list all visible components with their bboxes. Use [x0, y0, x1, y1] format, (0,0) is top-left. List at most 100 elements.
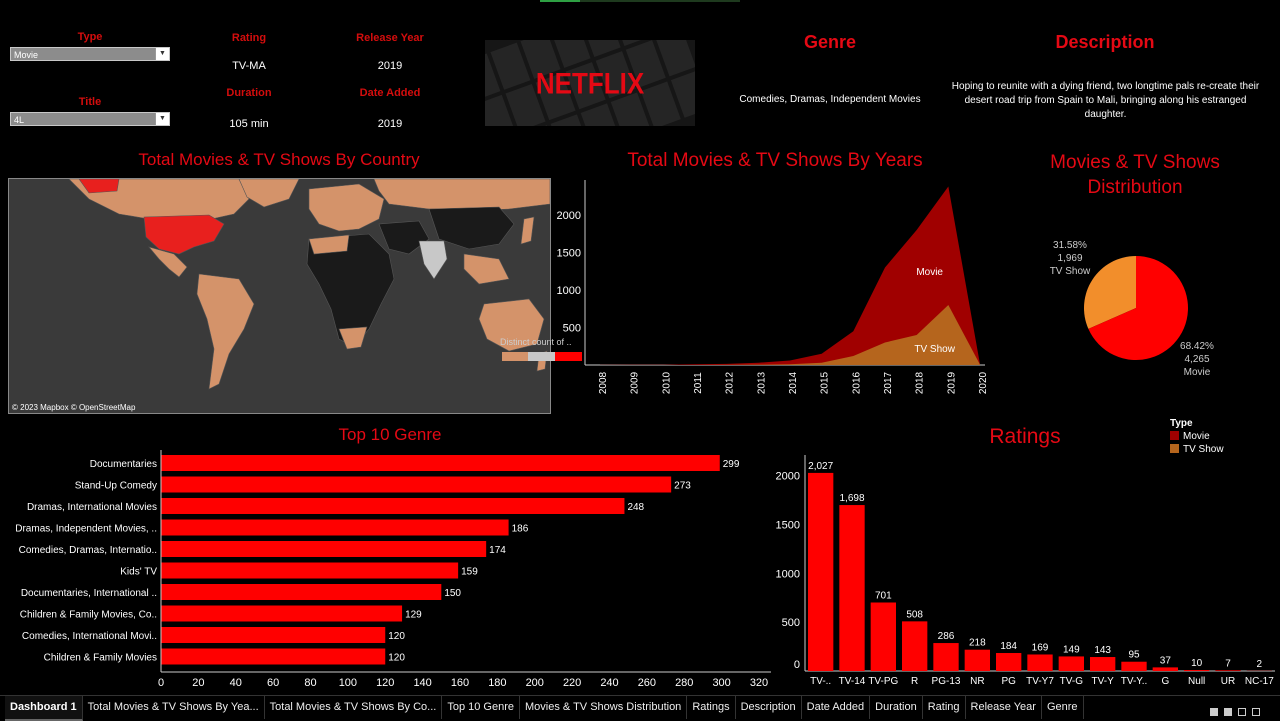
genre-bar[interactable]: [161, 477, 671, 493]
present-icon[interactable]: [1224, 708, 1232, 716]
ratings-bar[interactable]: [1121, 662, 1146, 671]
ratings-bar[interactable]: [808, 473, 833, 671]
ratings-chart[interactable]: 05001000150020002,027TV-..1,698TV-14701T…: [770, 455, 1280, 690]
pie-movie-count: 4,265: [1172, 353, 1222, 366]
ratings-bar[interactable]: [996, 653, 1021, 671]
release-year-value: 2019: [330, 60, 450, 72]
grid-view-icon[interactable]: [1210, 708, 1218, 716]
genre-x-tick: 300: [712, 677, 730, 689]
tab-7[interactable]: Date Added: [802, 696, 871, 719]
genre-bar[interactable]: [161, 498, 624, 514]
genre-bar[interactable]: [161, 627, 385, 643]
ratings-bar-value: 169: [1032, 642, 1049, 653]
chevron-down-icon[interactable]: ▼: [155, 113, 169, 125]
title-filter-label: Title: [10, 96, 170, 108]
world-map[interactable]: [9, 179, 550, 413]
genre-x-tick: 160: [451, 677, 469, 689]
title-filter-dropdown[interactable]: 4L ▼: [10, 112, 170, 126]
years-chart-title: Total Movies & TV Shows By Years: [600, 150, 950, 172]
tab-8[interactable]: Duration: [870, 696, 923, 719]
tab-1[interactable]: Total Movies & TV Shows By Yea...: [83, 696, 265, 719]
ratings-bar[interactable]: [902, 621, 927, 671]
ratings-bar[interactable]: [1090, 657, 1115, 671]
y-tick-label: 1000: [557, 285, 581, 297]
ratings-title: Ratings: [950, 425, 1100, 449]
fit-icon[interactable]: [1252, 708, 1260, 716]
release-year-label: Release Year: [330, 32, 450, 44]
map-south-america: [197, 274, 254, 389]
tab-3[interactable]: Top 10 Genre: [442, 696, 520, 719]
pie-movie-pct: 68.42%: [1172, 340, 1222, 353]
genre-bar[interactable]: [161, 520, 509, 536]
tab-10[interactable]: Release Year: [966, 696, 1042, 719]
legend-swatch-movie: [1170, 431, 1179, 440]
genre-bar[interactable]: [161, 584, 441, 600]
genre-bar-value: 129: [405, 610, 422, 621]
type-filter-dropdown[interactable]: Movie ▼: [10, 47, 170, 61]
ratings-bar[interactable]: [1027, 654, 1052, 671]
genre-bar[interactable]: [161, 541, 486, 557]
x-tick-label: 2012: [725, 371, 736, 394]
genre-bar[interactable]: [161, 606, 402, 622]
ratings-bar-value: 95: [1128, 650, 1140, 661]
y-tick-label: 1500: [557, 248, 581, 260]
tab-11[interactable]: Genre: [1042, 696, 1084, 719]
ratings-bar[interactable]: [1184, 670, 1209, 671]
tile-view-icon[interactable]: [1238, 708, 1246, 716]
ratings-bar-value: 286: [938, 631, 955, 642]
map-south-africa: [339, 327, 367, 349]
chevron-down-icon[interactable]: ▼: [155, 48, 169, 60]
type-legend-movie[interactable]: Movie: [1170, 431, 1260, 442]
ratings-bar[interactable]: [965, 650, 990, 671]
ratings-x-tick: NR: [970, 676, 984, 687]
type-legend-tv[interactable]: TV Show: [1170, 444, 1260, 455]
top-scroll-thumb[interactable]: [540, 0, 580, 2]
genre-x-tick: 320: [750, 677, 768, 689]
distribution-title-line1: Movies & TV Shows: [1020, 150, 1250, 175]
pie-label-tv: 31.58% 1,969 TV Show: [1045, 239, 1095, 278]
genre-x-tick: 180: [488, 677, 506, 689]
duration-label: Duration: [199, 87, 299, 99]
genre-bar[interactable]: [161, 649, 385, 665]
tab-9[interactable]: Rating: [923, 696, 966, 719]
map-greenland: [239, 179, 299, 207]
ratings-y-tick: 1000: [776, 568, 800, 580]
tab-2[interactable]: Total Movies & TV Shows By Co...: [265, 696, 443, 719]
country-map[interactable]: © 2023 Mapbox © OpenStreetMap: [8, 178, 551, 414]
ratings-x-tick: TV-Y..: [1121, 676, 1148, 687]
ratings-bar[interactable]: [839, 505, 864, 671]
ratings-bar[interactable]: [933, 643, 958, 671]
distribution-title: Movies & TV Shows Distribution: [1020, 150, 1250, 200]
ratings-x-tick: TV-..: [810, 676, 831, 687]
genre-bar-value: 150: [444, 588, 461, 599]
legend-tv-label: TV Show: [1183, 444, 1224, 455]
genre-bar[interactable]: [161, 455, 720, 471]
x-tick-label: 2008: [598, 371, 609, 394]
top-genre-title: Top 10 Genre: [240, 425, 540, 445]
y-tick-label: 500: [563, 323, 581, 335]
genre-x-tick: 0: [158, 677, 164, 689]
tab-6[interactable]: Description: [736, 696, 802, 719]
ratings-bar[interactable]: [1059, 656, 1084, 671]
genre-x-tick: 260: [638, 677, 656, 689]
genre-bar-label: Documentaries, International ..: [21, 588, 157, 599]
genre-bar-label: Children & Family Movies, Co..: [20, 610, 157, 621]
tab-5[interactable]: Ratings: [687, 696, 735, 719]
genre-bar-label: Comedies, International Movi..: [22, 631, 157, 642]
ratings-x-tick: Null: [1188, 676, 1205, 687]
description-title: Description: [985, 32, 1225, 53]
ratings-bar[interactable]: [1215, 670, 1240, 671]
ratings-bar[interactable]: [1153, 667, 1178, 671]
genre-bar[interactable]: [161, 563, 458, 579]
genre-bar-value: 120: [388, 653, 405, 664]
map-attribution[interactable]: © 2023 Mapbox © OpenStreetMap: [12, 403, 135, 412]
tab-0[interactable]: Dashboard 1: [5, 696, 83, 721]
tab-4[interactable]: Movies & TV Shows Distribution: [520, 696, 687, 719]
ratings-y-tick: 500: [782, 617, 800, 629]
genre-x-tick: 280: [675, 677, 693, 689]
ratings-bar[interactable]: [871, 602, 896, 671]
x-tick-label: 2019: [946, 371, 957, 394]
